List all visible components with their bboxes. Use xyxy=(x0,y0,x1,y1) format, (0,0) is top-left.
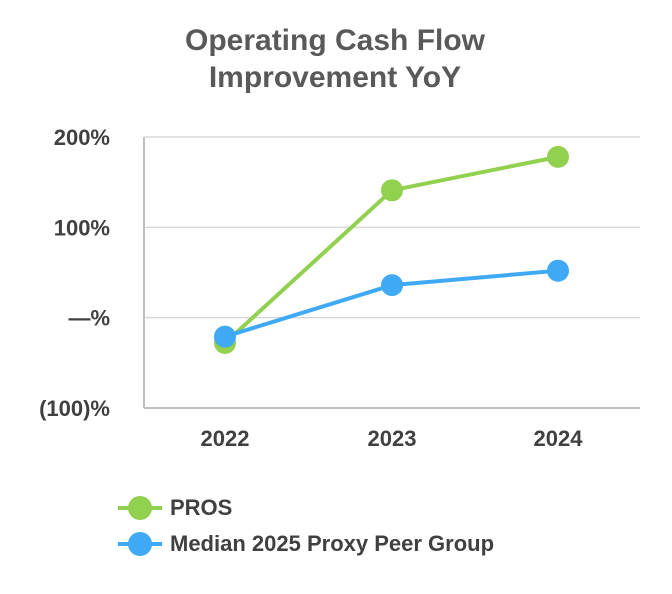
data-point xyxy=(547,259,569,282)
x-tick-label: 2024 xyxy=(534,426,584,451)
x-axis-ticks: 2022 2023 2024 xyxy=(201,426,584,451)
chart-title-line-1: Operating Cash Flow xyxy=(184,24,486,57)
legend: PROS Median 2025 Proxy Peer Group xyxy=(118,490,494,562)
data-point xyxy=(381,179,403,202)
legend-label-pros: PROS xyxy=(170,495,233,520)
chart-title: Operating Cash Flow Improvement YoY xyxy=(110,22,560,96)
y-tick-label: 200% xyxy=(54,125,110,150)
legend-label-peer-group: Median 2025 Proxy Peer Group xyxy=(170,531,495,556)
legend-swatch-pros xyxy=(118,496,162,520)
chart-title-line-2: Improvement YoY xyxy=(208,61,462,94)
y-tick-label: 100% xyxy=(54,215,110,240)
gridlines xyxy=(144,136,640,409)
y-tick-label: —% xyxy=(68,306,110,331)
x-tick-label: 2023 xyxy=(368,426,417,451)
x-tick-label: 2022 xyxy=(201,426,250,451)
legend-item-peer-group: Median 2025 Proxy Peer Group xyxy=(118,526,494,562)
y-tick-label: (100)% xyxy=(39,396,110,421)
legend-swatch-peer-group xyxy=(118,532,162,556)
legend-item-pros: PROS xyxy=(118,490,494,526)
data-point xyxy=(381,274,403,297)
series-group xyxy=(214,145,569,354)
data-point xyxy=(214,325,236,348)
y-axis-ticks: (100)% —% 100% 200% xyxy=(39,125,110,421)
data-point xyxy=(547,145,569,168)
